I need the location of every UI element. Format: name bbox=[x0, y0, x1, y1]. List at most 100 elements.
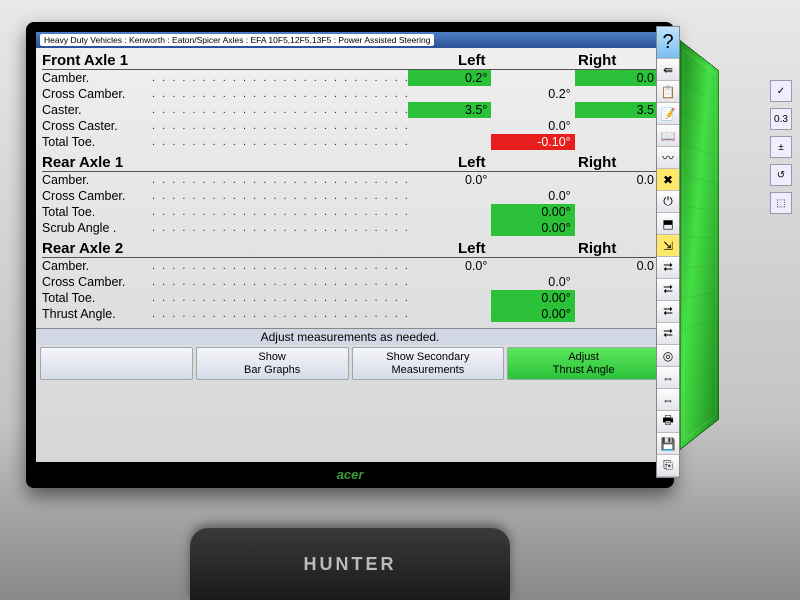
section-title: Front Axle 1 bbox=[42, 52, 458, 69]
measurement-row: Total Toe.. . . . . . . . . . . . . . . … bbox=[42, 290, 658, 306]
window-icon[interactable]: ⬒ bbox=[657, 213, 679, 235]
check-icon[interactable]: ✓ bbox=[770, 80, 792, 102]
value-area: 0.00° bbox=[408, 290, 658, 306]
vertical-toolbar: ?⇚📋📝📖〰✖⏻⬒⇲⮂⮂⮂⮂◎⇔⇔🖶💾⎘ bbox=[656, 26, 680, 478]
measurement-label: Caster. bbox=[42, 103, 152, 117]
value-right: 0.0 bbox=[575, 258, 658, 274]
section-header: Rear Axle 1LeftRight bbox=[42, 154, 658, 172]
measurement-row: Scrub Angle .. . . . . . . . . . . . . .… bbox=[42, 220, 658, 236]
measurement-row: Thrust Angle.. . . . . . . . . . . . . .… bbox=[42, 306, 658, 322]
help-icon[interactable]: ? bbox=[657, 27, 679, 59]
hint-bar: Adjust measurements as needed. bbox=[36, 328, 664, 345]
value-center: 0.00° bbox=[491, 306, 574, 322]
measurement-label: Thrust Angle. bbox=[42, 307, 152, 321]
value-area: 0.00° bbox=[408, 220, 658, 236]
value-area: 0.2° bbox=[408, 86, 658, 102]
print-icon[interactable]: 🖶 bbox=[657, 411, 679, 433]
section-header: Rear Axle 2LeftRight bbox=[42, 240, 658, 258]
dots-leader: . . . . . . . . . . . . . . . . . . . . … bbox=[152, 104, 408, 116]
measurement-label: Total Toe. bbox=[42, 205, 152, 219]
measurement-label: Cross Camber. bbox=[42, 189, 152, 203]
measurement-content: Front Axle 1LeftRightCamber.. . . . . . … bbox=[36, 52, 664, 322]
measurement-row: Camber.. . . . . . . . . . . . . . . . .… bbox=[42, 172, 658, 188]
angle-icon[interactable]: ⇲ bbox=[657, 235, 679, 257]
value-area: 0.0° bbox=[408, 188, 658, 204]
dots-leader: . . . . . . . . . . . . . . . . . . . . … bbox=[152, 308, 408, 320]
value-readout[interactable]: 0.3 bbox=[770, 108, 792, 130]
value-right: 0.0 bbox=[575, 70, 658, 86]
measurement-label: Total Toe. bbox=[42, 291, 152, 305]
value-area: 0.00° bbox=[408, 306, 658, 322]
value-left: 0.0° bbox=[408, 172, 491, 188]
value-area: -0.10° bbox=[408, 134, 658, 150]
value-left: 3.5° bbox=[408, 102, 491, 118]
column-right-header: Right bbox=[578, 52, 658, 69]
value-center: 0.00° bbox=[491, 290, 574, 306]
measurement-row: Total Toe.. . . . . . . . . . . . . . . … bbox=[42, 134, 658, 150]
section-title: Rear Axle 2 bbox=[42, 240, 458, 257]
value-area: 0.0° 0.0 bbox=[408, 172, 658, 188]
close-icon[interactable]: ✖ bbox=[657, 169, 679, 191]
measurement-row: Cross Camber.. . . . . . . . . . . . . .… bbox=[42, 274, 658, 290]
power-icon[interactable]: ⏻ bbox=[657, 191, 679, 213]
title-bar: Heavy Duty Vehicles : Kenworth : Eaton/S… bbox=[36, 32, 664, 48]
column-right-header: Right bbox=[578, 154, 658, 171]
soft-button-bar-graphs[interactable]: ShowBar Graphs bbox=[196, 347, 349, 380]
measurement-label: Scrub Angle . bbox=[42, 221, 152, 235]
measurement-label: Camber. bbox=[42, 173, 152, 187]
measurement-row: Caster.. . . . . . . . . . . . . . . . .… bbox=[42, 102, 658, 118]
soft-button-secondary[interactable]: Show SecondaryMeasurements bbox=[352, 347, 505, 380]
axle3-icon[interactable]: ⮂ bbox=[657, 301, 679, 323]
column-left-header: Left bbox=[458, 240, 578, 257]
measurement-row: Total Toe.. . . . . . . . . . . . . . . … bbox=[42, 204, 658, 220]
note-icon[interactable]: 📝 bbox=[657, 103, 679, 125]
dots-leader: . . . . . . . . . . . . . . . . . . . . … bbox=[152, 120, 408, 132]
value-center: 0.0° bbox=[491, 188, 574, 204]
dots-leader: . . . . . . . . . . . . . . . . . . . . … bbox=[152, 72, 408, 84]
target-icon[interactable]: ◎ bbox=[657, 345, 679, 367]
section-title: Rear Axle 1 bbox=[42, 154, 458, 171]
value-left: 0.2° bbox=[408, 70, 491, 86]
dots-leader: . . . . . . . . . . . . . . . . . . . . … bbox=[152, 136, 408, 148]
soft-button-blank[interactable] bbox=[40, 347, 193, 380]
measurement-label: Cross Camber. bbox=[42, 87, 152, 101]
wave-icon[interactable]: 〰 bbox=[657, 147, 679, 169]
value-center: -0.10° bbox=[491, 134, 574, 150]
measurement-row: Cross Camber.. . . . . . . . . . . . . .… bbox=[42, 188, 658, 204]
tolerance-icon[interactable]: ± bbox=[770, 136, 792, 158]
clipboard-icon[interactable]: 📋 bbox=[657, 81, 679, 103]
axle1-icon[interactable]: ⮂ bbox=[657, 257, 679, 279]
value-center: 0.0° bbox=[491, 118, 574, 134]
frame-icon[interactable]: ⬚ bbox=[770, 192, 792, 214]
save-icon[interactable]: 💾 bbox=[657, 433, 679, 455]
measurement-row: Cross Camber.. . . . . . . . . . . . . .… bbox=[42, 86, 658, 102]
measurement-label: Cross Camber. bbox=[42, 275, 152, 289]
export-icon[interactable]: ⎘ bbox=[657, 455, 679, 477]
breadcrumb: Heavy Duty Vehicles : Kenworth : Eaton/S… bbox=[40, 34, 434, 46]
measurement-row: Camber.. . . . . . . . . . . . . . . . .… bbox=[42, 70, 658, 86]
axle2-icon[interactable]: ⮂ bbox=[657, 279, 679, 301]
value-center: 0.0° bbox=[491, 274, 574, 290]
value-center: 0.00° bbox=[491, 220, 574, 236]
monitor-brand-logo: acer bbox=[26, 467, 674, 482]
align-icon[interactable]: ⇔ bbox=[657, 367, 679, 389]
reflection-panel bbox=[680, 40, 719, 450]
dots-leader: . . . . . . . . . . . . . . . . . . . . … bbox=[152, 88, 408, 100]
value-area: 0.0° 0.0 bbox=[408, 258, 658, 274]
value-left: 0.0° bbox=[408, 258, 491, 274]
soft-button-adjust[interactable]: AdjustThrust Angle bbox=[507, 347, 660, 380]
column-left-header: Left bbox=[458, 154, 578, 171]
value-right: 0.0 bbox=[575, 172, 658, 188]
align2-icon[interactable]: ⇔ bbox=[657, 389, 679, 411]
book-icon[interactable]: 📖 bbox=[657, 125, 679, 147]
dots-leader: . . . . . . . . . . . . . . . . . . . . … bbox=[152, 190, 408, 202]
value-center: 0.00° bbox=[491, 204, 574, 220]
reset-icon[interactable]: ↺ bbox=[770, 164, 792, 186]
measurement-label: Cross Caster. bbox=[42, 119, 152, 133]
back-icon[interactable]: ⇚ bbox=[657, 59, 679, 81]
measurement-label: Camber. bbox=[42, 71, 152, 85]
soft-button-row: ShowBar Graphs Show SecondaryMeasurement… bbox=[36, 345, 664, 384]
axle4-icon[interactable]: ⮂ bbox=[657, 323, 679, 345]
value-right: 3.5 bbox=[575, 102, 658, 118]
dots-leader: . . . . . . . . . . . . . . . . . . . . … bbox=[152, 206, 408, 218]
